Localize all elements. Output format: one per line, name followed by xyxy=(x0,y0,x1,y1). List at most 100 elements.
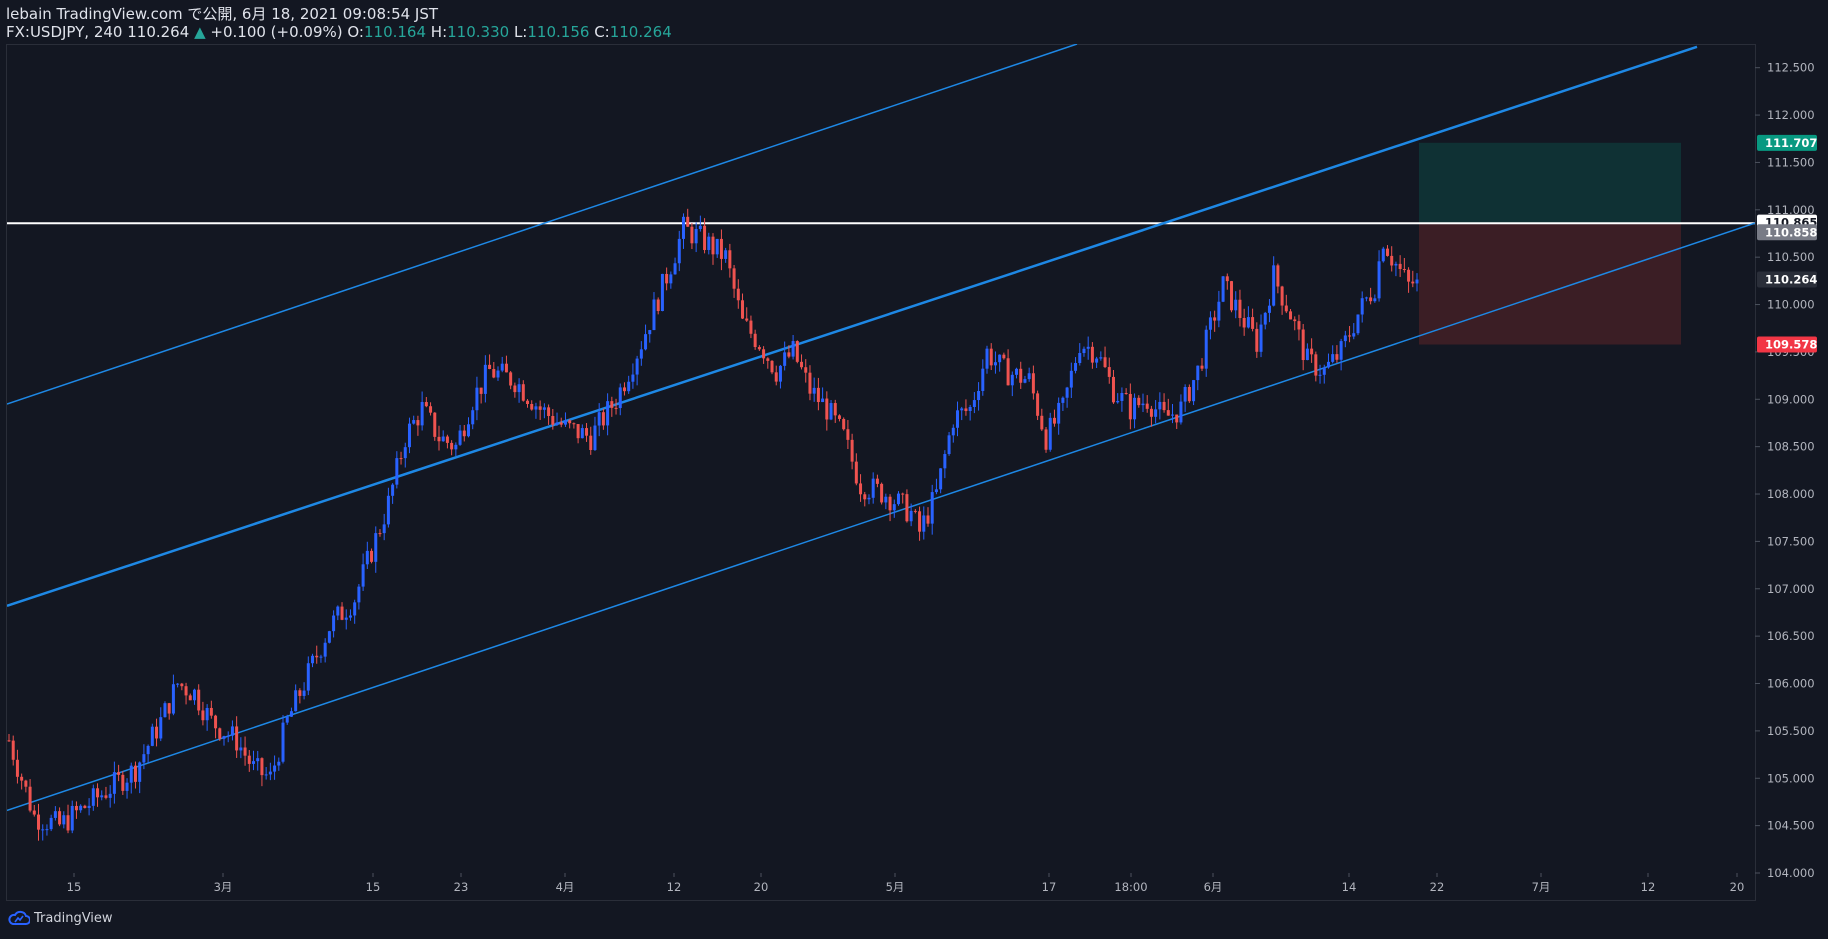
y-tick-label: 112.000 xyxy=(1767,108,1815,122)
candle-body xyxy=(79,805,83,811)
candle-body xyxy=(871,478,875,498)
candle-body xyxy=(968,406,972,411)
candle-body xyxy=(724,250,728,259)
x-tick-label: 22 xyxy=(1430,880,1445,894)
candle-body xyxy=(420,402,424,426)
candle-body xyxy=(1128,393,1132,420)
candle-body xyxy=(344,617,348,620)
last-price-label: 110.264 xyxy=(1765,273,1817,287)
symbol-info-line: FX:USDJPY, 240 110.264 ▲ +0.100 (+0.09%)… xyxy=(6,23,672,41)
candle-body xyxy=(268,771,272,775)
candle-body xyxy=(1280,286,1284,306)
plot-area xyxy=(7,44,1755,841)
candle-body xyxy=(1082,348,1086,354)
candle-body xyxy=(631,374,635,382)
candle-body xyxy=(504,363,508,373)
candle-body xyxy=(972,400,976,407)
candle-body xyxy=(83,805,87,808)
target-price-label-bg xyxy=(1757,134,1817,151)
x-tick-label: 3月 xyxy=(214,880,233,894)
candle-body xyxy=(142,754,146,763)
candle-body xyxy=(496,370,500,378)
candle-body xyxy=(551,416,555,425)
candle-body xyxy=(926,515,930,524)
candle-body xyxy=(521,384,525,401)
candle-body xyxy=(378,533,382,535)
candle-body xyxy=(1221,276,1225,302)
candle-body xyxy=(184,686,188,696)
candle-body xyxy=(1267,305,1271,313)
candle-body xyxy=(11,740,15,760)
candle-body xyxy=(458,430,462,445)
candle-body xyxy=(981,368,985,391)
chart-pane[interactable] xyxy=(6,44,1756,901)
y-tick-label: 106.000 xyxy=(1767,677,1815,691)
symbol-price: FX:USDJPY, 240 110.264 xyxy=(6,23,190,41)
candle-body xyxy=(450,442,454,450)
y-tick-label: 104.000 xyxy=(1767,866,1815,880)
candle-body xyxy=(559,422,563,425)
candle-body xyxy=(15,759,19,777)
candle-body xyxy=(327,631,331,643)
candle-body xyxy=(108,793,112,798)
candle-body xyxy=(859,483,863,495)
candle-body xyxy=(1276,265,1280,287)
candle-body xyxy=(285,716,289,723)
candle-body xyxy=(466,424,470,437)
candle-body xyxy=(1385,248,1389,256)
candle-body xyxy=(896,493,900,505)
candle-body xyxy=(816,387,820,403)
low-value: 110.156 xyxy=(527,23,590,41)
candle-body xyxy=(829,403,833,420)
candle-body xyxy=(155,726,159,739)
x-tick-label: 23 xyxy=(454,880,469,894)
high-value: 110.330 xyxy=(447,23,510,41)
candle-body xyxy=(1369,297,1373,302)
candle-body xyxy=(1200,365,1204,369)
publisher-line: lebain TradingView.com で公開, 6月 18, 2021 … xyxy=(6,5,439,23)
x-tick-label: 20 xyxy=(1730,880,1745,894)
candle-body xyxy=(1335,354,1339,360)
high-label: H: xyxy=(430,23,448,41)
y-tick-label: 108.500 xyxy=(1767,440,1815,454)
candle-body xyxy=(547,407,551,417)
candle-body xyxy=(298,690,302,696)
candle-body xyxy=(138,762,142,782)
candle-body xyxy=(91,788,95,806)
candle-body xyxy=(1263,312,1267,325)
candle-body xyxy=(353,602,357,616)
candle-body xyxy=(762,349,766,359)
candle-body xyxy=(1230,281,1234,311)
candle-body xyxy=(1154,409,1158,417)
candle-body xyxy=(787,352,791,357)
x-tick-label: 5月 xyxy=(886,880,905,894)
candle-body xyxy=(1015,368,1019,375)
candle-body xyxy=(766,358,770,361)
candle-body xyxy=(774,372,778,382)
candle-body xyxy=(538,406,542,410)
x-tick-label: 4月 xyxy=(556,880,575,894)
channel-lower-line xyxy=(7,222,1755,812)
candle-body xyxy=(1225,276,1229,282)
candle-body xyxy=(445,436,449,443)
tradingview-cloud-icon xyxy=(8,910,30,925)
candle-body xyxy=(656,299,660,312)
candle-body xyxy=(462,430,466,437)
candle-body xyxy=(783,352,787,366)
candle-body xyxy=(361,564,365,587)
candle-body xyxy=(509,372,513,386)
candle-body xyxy=(218,728,222,739)
candle-body xyxy=(555,422,559,425)
candle-body xyxy=(681,216,685,239)
candle-body xyxy=(205,707,209,721)
candle-body xyxy=(1364,297,1368,299)
candle-body xyxy=(163,703,167,718)
candle-body xyxy=(956,410,960,428)
candle-body xyxy=(264,774,268,776)
candle-body xyxy=(87,805,91,808)
candle-body xyxy=(24,780,28,787)
close-label: C: xyxy=(594,23,610,41)
candle-body xyxy=(37,814,41,830)
candle-body xyxy=(1103,357,1107,368)
